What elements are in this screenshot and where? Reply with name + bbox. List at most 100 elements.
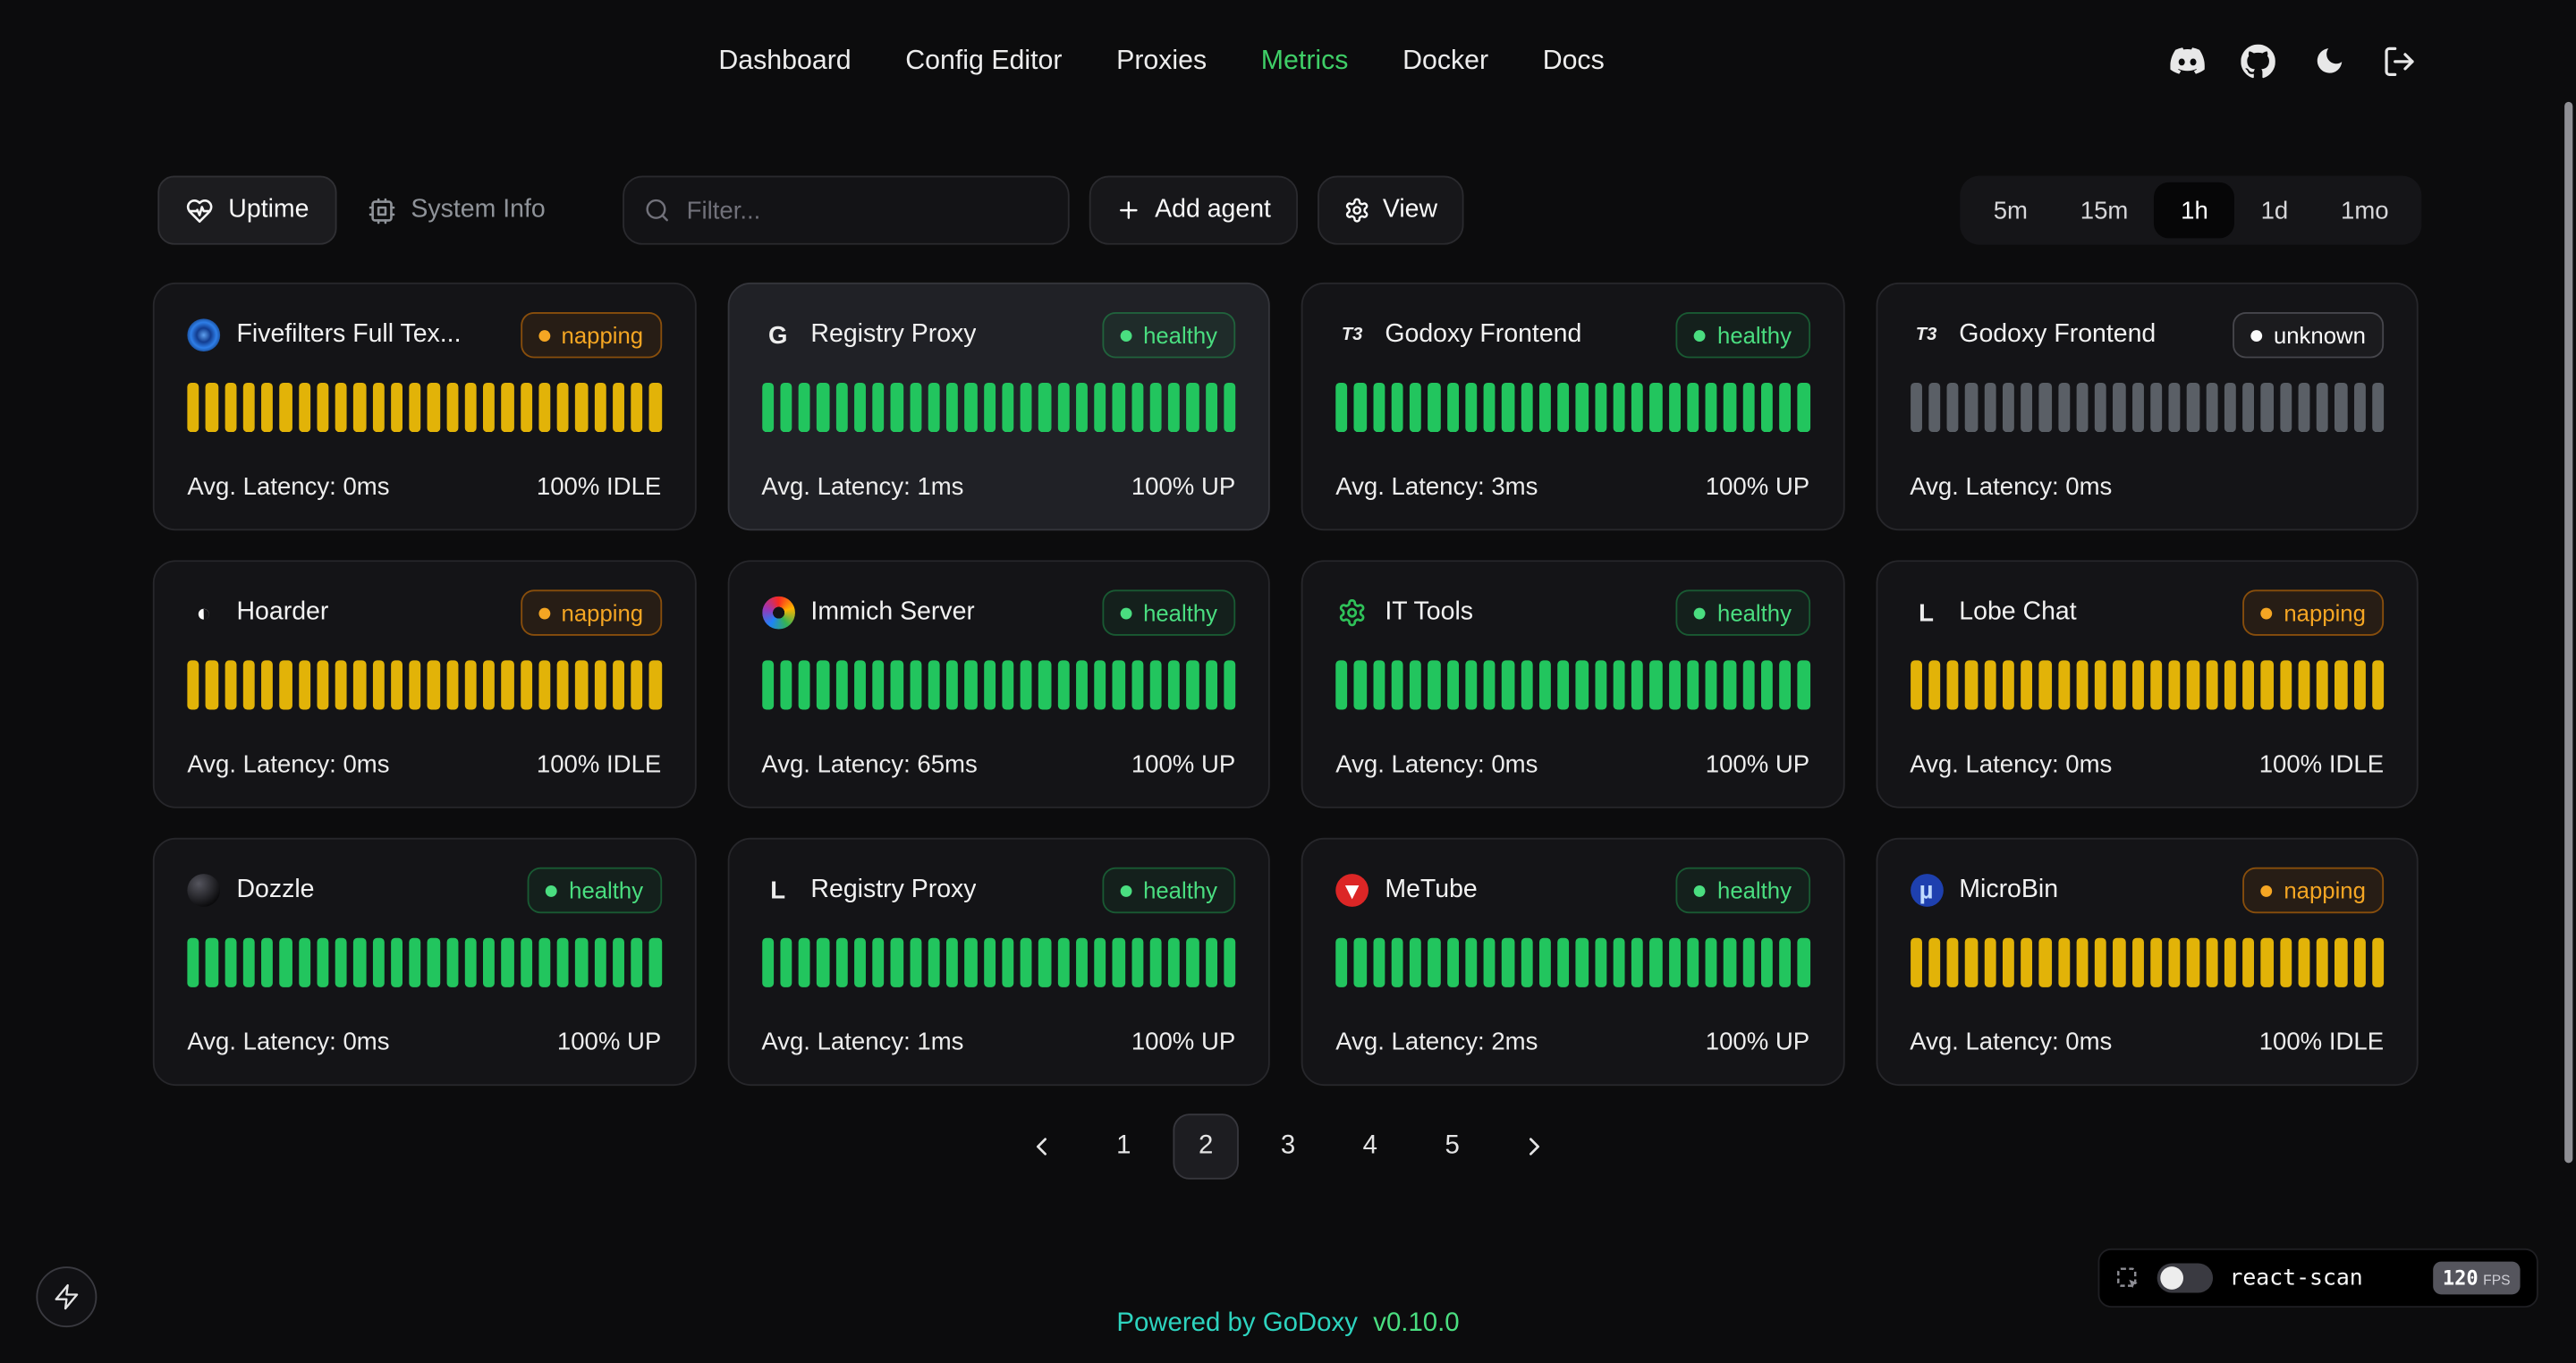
uptime-bars: [761, 382, 1236, 433]
page-4[interactable]: 4: [1337, 1113, 1402, 1179]
godoxy-link[interactable]: GoDoxy: [1262, 1308, 1358, 1338]
service-card[interactable]: T3 Godoxy Frontend unknown Avg. Latency:…: [1875, 282, 2419, 531]
status-badge: healthy: [1102, 311, 1236, 359]
pagination-next-button[interactable]: [1502, 1113, 1567, 1179]
status-badge-label: healthy: [1143, 876, 1218, 904]
status-badge: healthy: [1102, 589, 1236, 636]
status-dot: [538, 329, 550, 342]
status-dot: [1694, 606, 1707, 619]
github-icon[interactable]: [2241, 43, 2275, 79]
nav-item-docs[interactable]: Docs: [1542, 45, 1605, 75]
inspect-icon[interactable]: [2116, 1266, 2141, 1291]
service-card[interactable]: Immich Server healthy Avg. Latency: 65ms…: [726, 560, 1270, 808]
add-agent-label: Add agent: [1155, 195, 1271, 224]
uptime-bars: [187, 937, 662, 987]
it-tools-gear-icon: [1335, 597, 1368, 630]
service-name: Immich Server: [810, 597, 975, 626]
uptime-bars: [187, 660, 662, 710]
card-footer: Avg. Latency: 0ms 100% IDLE: [187, 750, 661, 778]
card-header: L Lobe Chat napping: [1910, 589, 2385, 636]
uptime-status-label: 100% UP: [1705, 750, 1810, 779]
uptime-status-label: 100% UP: [1131, 750, 1236, 779]
service-card[interactable]: ◐ Hoarder napping Avg. Latency: 0ms 100%…: [152, 560, 696, 808]
plus-icon: [1115, 197, 1141, 223]
time-range-1h[interactable]: 1h: [2154, 182, 2235, 239]
service-card[interactable]: Fivefilters Full Tex... napping Avg. Lat…: [152, 282, 696, 531]
service-card[interactable]: T3 Godoxy Frontend healthy Avg. Latency:…: [1301, 282, 1844, 531]
page-3[interactable]: 3: [1255, 1113, 1320, 1179]
time-range-1mo[interactable]: 1mo: [2315, 182, 2415, 238]
card-header: µ MicroBin napping: [1910, 867, 2385, 914]
latency-label: Avg. Latency: 2ms: [1335, 1028, 1538, 1057]
service-card[interactable]: ▾ MeTube healthy Avg. Latency: 2ms 100% …: [1301, 837, 1844, 1087]
status-dot: [1120, 885, 1132, 896]
page-1[interactable]: 1: [1091, 1113, 1157, 1179]
nav-item-config-editor[interactable]: Config Editor: [905, 45, 1063, 75]
card-header: G Registry Proxy healthy: [761, 311, 1236, 359]
page-2[interactable]: 2: [1173, 1113, 1239, 1180]
uptime-bars: [1335, 660, 1810, 710]
dozzle-icon: [187, 874, 221, 907]
time-range-15m[interactable]: 15m: [2054, 182, 2154, 238]
heart-pulse-icon: [186, 196, 214, 224]
status-dot: [1694, 329, 1707, 342]
time-range-1d[interactable]: 1d: [2234, 182, 2314, 238]
pagination-prev-button[interactable]: [1009, 1113, 1074, 1179]
service-card[interactable]: µ MicroBin napping Avg. Latency: 0ms 100…: [1875, 837, 2419, 1087]
status-badge-label: healthy: [1143, 599, 1218, 626]
status-badge: healthy: [1676, 589, 1810, 636]
card-footer: Avg. Latency: 2ms 100% UP: [1335, 1029, 1809, 1056]
status-dot: [1120, 606, 1132, 619]
service-name: MicroBin: [1959, 875, 2059, 904]
nav-item-docker[interactable]: Docker: [1402, 45, 1489, 75]
status-dot: [2260, 606, 2273, 619]
view-button[interactable]: View: [1317, 175, 1464, 245]
toggle-knob: [2160, 1266, 2184, 1290]
service-card[interactable]: IT Tools healthy Avg. Latency: 0ms 100% …: [1301, 560, 1844, 808]
react-scan-toggle[interactable]: [2157, 1263, 2214, 1293]
logout-icon[interactable]: [2382, 44, 2417, 79]
latency-label: Avg. Latency: 0ms: [1335, 750, 1538, 779]
service-card[interactable]: L Registry Proxy healthy Avg. Latency: 1…: [726, 837, 1270, 1087]
quick-actions-fab[interactable]: [36, 1266, 97, 1328]
latency-label: Avg. Latency: 3ms: [1335, 472, 1538, 502]
nav-item-dashboard[interactable]: Dashboard: [718, 45, 852, 75]
filter-input[interactable]: [623, 175, 1070, 245]
status-badge-label: healthy: [1143, 321, 1218, 349]
tab-system-info[interactable]: System Info: [340, 176, 573, 245]
service-name: Lobe Chat: [1959, 597, 2077, 626]
service-name: Registry Proxy: [810, 320, 977, 349]
card-header: L Registry Proxy healthy: [761, 867, 1236, 914]
service-card[interactable]: L Lobe Chat napping Avg. Latency: 0ms 10…: [1875, 560, 2419, 808]
gear-icon: [1343, 197, 1369, 223]
nav-items: Dashboard Config Editor Proxies Metrics Dock…: [718, 0, 1604, 122]
t3-logo-icon: T3: [1915, 325, 1937, 345]
scrollbar-thumb[interactable]: [2564, 101, 2573, 1164]
card-footer: Avg. Latency: 1ms 100% UP: [761, 1029, 1235, 1056]
react-scan-label: react-scan: [2229, 1265, 2363, 1291]
powered-by-text: Powered by: [1116, 1308, 1256, 1338]
page-5[interactable]: 5: [1419, 1113, 1485, 1179]
uptime-status-label: 100% IDLE: [2258, 750, 2385, 779]
service-card[interactable]: G Registry Proxy healthy Avg. Latency: 1…: [726, 282, 1270, 531]
discord-icon[interactable]: [2170, 44, 2205, 79]
uptime-bars: [1910, 937, 2385, 987]
status-dot: [2250, 329, 2263, 342]
uptime-bars: [1335, 937, 1810, 987]
lightning-bolt-icon: [53, 1283, 80, 1310]
service-name: Registry Proxy: [810, 875, 977, 904]
time-range-5m[interactable]: 5m: [1967, 182, 2054, 238]
card-footer: Avg. Latency: 0ms: [1910, 473, 2384, 501]
add-agent-button[interactable]: Add agent: [1089, 175, 1298, 245]
nav-item-proxies[interactable]: Proxies: [1116, 45, 1208, 75]
service-card[interactable]: Dozzle healthy Avg. Latency: 0ms 100% UP: [152, 837, 696, 1087]
card-header: ◐ Hoarder napping: [187, 589, 662, 636]
status-badge: healthy: [1102, 867, 1236, 914]
latency-label: Avg. Latency: 65ms: [761, 750, 978, 779]
tab-uptime[interactable]: Uptime: [157, 175, 337, 245]
dark-mode-moon-icon[interactable]: [2311, 44, 2346, 79]
nav-item-metrics[interactable]: Metrics: [1260, 45, 1349, 75]
uptime-bars: [1910, 382, 2385, 433]
